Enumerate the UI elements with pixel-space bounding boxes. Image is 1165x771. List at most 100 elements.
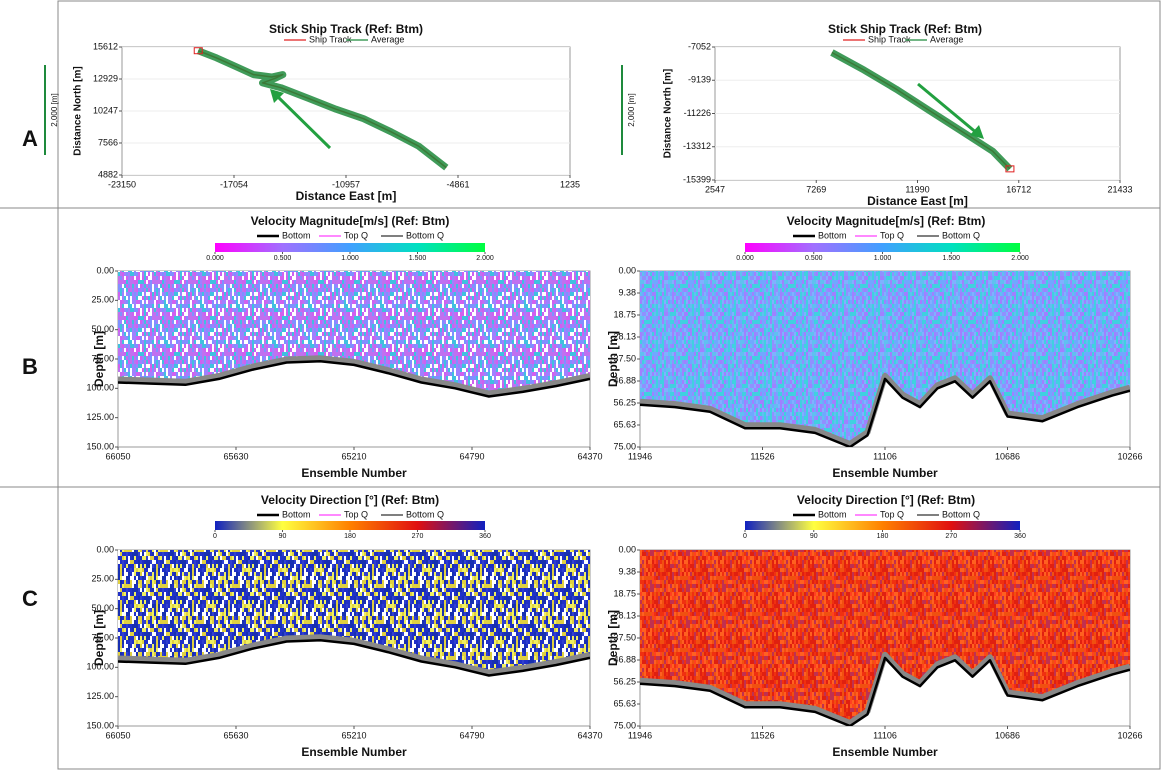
y-tick-label: 4882 xyxy=(98,169,118,179)
x-axis-label: Ensemble Number xyxy=(301,745,407,759)
velocity-field xyxy=(640,550,1130,722)
colorbar-tick-label: 0.000 xyxy=(206,255,224,262)
x-tick-label: 66050 xyxy=(105,451,130,461)
panel-label: B xyxy=(22,354,38,379)
charts: -23150 -17054 -10957 -4861 1235 4882 7566 10247… xyxy=(44,22,1143,759)
y-tick-label: 56.25 xyxy=(613,397,636,407)
x-tick-label: 65210 xyxy=(341,451,366,461)
velocity-field xyxy=(118,271,590,393)
y-tick-label: 28.13 xyxy=(613,331,636,341)
x-tick-label: 66050 xyxy=(105,730,130,740)
legend-label: Ship Track xyxy=(868,34,911,44)
colorbar-tick-label: 0.500 xyxy=(274,255,292,262)
x-axis-label: Ensemble Number xyxy=(832,745,938,759)
colorbar-tick-label: 180 xyxy=(877,533,889,540)
plot xyxy=(640,271,1130,447)
y-tick-label: 125.00 xyxy=(86,412,114,422)
x-axis-label: Ensemble Number xyxy=(832,466,938,480)
track-line xyxy=(196,47,449,171)
plot xyxy=(118,271,590,398)
chart-title: Velocity Direction [°] (Ref: Btm) xyxy=(797,493,975,507)
legend-label: Top Q xyxy=(344,230,368,240)
y-tick-label: 50.00 xyxy=(91,603,114,613)
y-tick-label: 15612 xyxy=(93,41,118,51)
x-tick-label: 64370 xyxy=(577,451,602,461)
track-end-box xyxy=(193,47,203,55)
scale-label: 2,000 [m] xyxy=(627,93,636,126)
y-tick-label: 0.00 xyxy=(618,265,636,275)
plot xyxy=(122,47,570,175)
plot xyxy=(640,550,1130,726)
colorbar-tick-label: 270 xyxy=(945,533,957,540)
colorbar-tick-label: 2.000 xyxy=(476,255,494,262)
y-tick-label: 0.00 xyxy=(96,544,114,554)
colorbar xyxy=(745,521,1020,530)
x-tick-label: 11946 xyxy=(628,730,652,740)
y-axis-label: Depth [m] xyxy=(92,610,106,666)
x-tick-label: 10266 xyxy=(1117,451,1142,461)
legend-label: Bottom xyxy=(818,230,847,240)
y-tick-label: 9.38 xyxy=(618,566,636,576)
y-tick-label: 56.25 xyxy=(613,676,636,686)
x-tick-label: 65210 xyxy=(341,730,366,740)
plot xyxy=(118,550,590,677)
y-tick-label: 37.50 xyxy=(613,353,636,363)
plot xyxy=(715,47,1120,180)
colorbar-tick-label: 180 xyxy=(344,533,356,540)
y-tick-label: 46.88 xyxy=(613,375,636,385)
chart: -23150 -17054 -10957 -4861 1235 4882 7566 10247… xyxy=(44,22,580,203)
y-tick-label: 50.00 xyxy=(91,324,114,334)
chart-title: Velocity Magnitude[m/s] (Ref: Btm) xyxy=(251,214,450,228)
x-tick-label: 11526 xyxy=(750,451,774,461)
bottom-line xyxy=(640,372,1130,447)
y-tick-label: 100.00 xyxy=(86,383,114,393)
legend-label: Bottom Q xyxy=(406,230,444,240)
y-tick-label: 75.00 xyxy=(91,353,114,363)
x-tick-label: 11990 xyxy=(905,184,929,194)
y-tick-label: 10247 xyxy=(93,105,118,115)
colorbar-tick-label: 2.000 xyxy=(1011,255,1029,262)
chart-title: Velocity Direction [°] (Ref: Btm) xyxy=(261,493,439,507)
y-tick-label: 12929 xyxy=(93,73,118,83)
colorbar-tick-label: 360 xyxy=(1014,533,1026,540)
y-axis-label: Distance North [m] xyxy=(73,66,84,155)
legend-label: Bottom Q xyxy=(942,230,980,240)
x-tick-label: -4861 xyxy=(446,179,469,189)
colorbar-tick-label: 0.000 xyxy=(736,255,754,262)
y-axis-label: Depth [m] xyxy=(606,331,620,387)
y-tick-label: -7052 xyxy=(688,41,711,51)
y-tick-label: 75.00 xyxy=(91,632,114,642)
legend-label: Bottom Q xyxy=(406,509,444,519)
bottom-line xyxy=(118,355,590,397)
colorbar-tick-label: 1.500 xyxy=(409,255,427,262)
colorbar xyxy=(215,521,485,530)
x-tick-label: -10957 xyxy=(332,179,360,189)
y-axis-label: Depth [m] xyxy=(92,331,106,387)
x-tick-label: 10686 xyxy=(995,730,1020,740)
y-tick-label: 150.00 xyxy=(86,441,114,451)
bottom-line xyxy=(118,360,590,398)
colorbar-tick-label: 90 xyxy=(810,533,818,540)
legend-label: Top Q xyxy=(880,230,904,240)
y-axis-label: Depth [m] xyxy=(606,610,620,666)
y-tick-label: 37.50 xyxy=(613,632,636,642)
y-tick-label: 0.00 xyxy=(96,265,114,275)
bottom-line xyxy=(118,639,590,677)
colorbar-tick-label: 1.000 xyxy=(874,255,892,262)
colorbar-tick-label: 0 xyxy=(213,533,217,540)
velocity-field xyxy=(118,550,590,672)
colorbar xyxy=(745,243,1020,252)
colorbar xyxy=(215,243,485,252)
legend-label: Top Q xyxy=(344,509,368,519)
y-tick-label: -15399 xyxy=(683,174,711,184)
chart-title: Velocity Magnitude[m/s] (Ref: Btm) xyxy=(787,214,986,228)
bottom-line xyxy=(118,634,590,676)
x-tick-label: 65630 xyxy=(223,730,248,740)
y-tick-label: 0.00 xyxy=(618,544,636,554)
chart: 11946 11526 11106 10686 10266 0.00 9.38 18.75 28… xyxy=(606,214,1142,480)
y-tick-label: 25.00 xyxy=(91,574,114,584)
colorbar-tick-label: 1.000 xyxy=(341,255,359,262)
chart-title: Stick Ship Track (Ref: Btm) xyxy=(269,22,423,36)
bottom-line xyxy=(640,656,1130,726)
